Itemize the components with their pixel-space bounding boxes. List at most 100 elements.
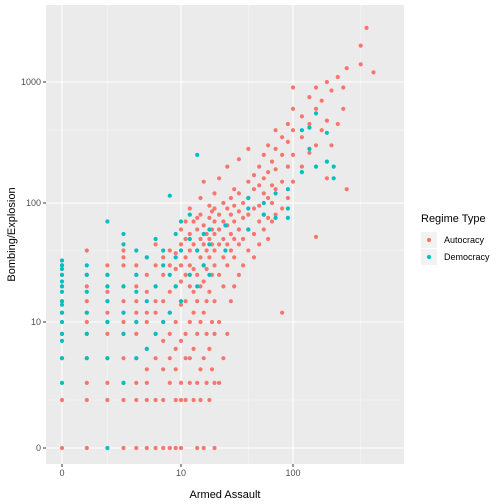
point-democracy <box>273 215 278 220</box>
point-autocracy <box>105 380 110 385</box>
point-autocracy <box>207 397 212 403</box>
point-autocracy <box>178 302 184 307</box>
point-autocracy <box>207 236 212 242</box>
point-autocracy <box>236 209 241 214</box>
point-autocracy <box>187 380 192 385</box>
point-autocracy <box>261 176 266 181</box>
point-autocracy <box>236 272 241 277</box>
point-autocracy <box>313 85 319 90</box>
point-autocracy <box>324 79 329 85</box>
point-autocracy <box>266 215 271 220</box>
point-autocracy <box>161 299 166 304</box>
point-democracy <box>105 219 110 224</box>
point-autocracy <box>84 380 89 385</box>
point-autocracy <box>191 242 196 247</box>
point-autocracy <box>173 367 178 372</box>
point-autocracy <box>232 219 237 224</box>
point-autocracy <box>221 284 226 289</box>
point-democracy <box>134 319 139 325</box>
point-democracy <box>84 356 89 361</box>
point-democracy <box>59 356 65 361</box>
point-democracy <box>59 380 65 385</box>
point-democracy <box>299 128 304 133</box>
point-autocracy <box>183 219 188 224</box>
point-autocracy <box>187 284 192 289</box>
point-autocracy <box>358 43 363 48</box>
point-autocracy <box>201 223 206 228</box>
point-autocracy <box>105 397 110 403</box>
point-autocracy <box>228 195 233 201</box>
point-autocracy <box>198 255 203 260</box>
point-autocracy <box>280 152 285 157</box>
point-autocracy <box>161 255 166 260</box>
point-democracy <box>285 206 290 211</box>
point-autocracy <box>167 248 172 253</box>
point-autocracy <box>290 128 296 133</box>
point-autocracy <box>290 85 296 90</box>
point-autocracy <box>273 146 278 151</box>
point-autocracy <box>134 380 139 385</box>
point-democracy <box>161 319 166 325</box>
point-autocracy <box>198 212 203 217</box>
point-autocracy <box>212 191 217 196</box>
y-tick-label: 0 <box>36 443 41 453</box>
point-autocracy <box>212 206 217 211</box>
point-democracy <box>246 206 251 211</box>
point-autocracy <box>201 279 206 284</box>
point-autocracy <box>285 139 290 144</box>
point-democracy <box>84 263 89 268</box>
point-autocracy <box>217 272 222 277</box>
point-autocracy <box>187 231 192 237</box>
point-autocracy <box>187 319 192 325</box>
point-democracy <box>59 289 65 294</box>
point-autocracy <box>212 248 217 253</box>
point-democracy <box>187 236 192 242</box>
point-autocracy <box>153 299 158 304</box>
point-autocracy <box>178 227 184 232</box>
point-democracy <box>59 258 65 263</box>
point-autocracy <box>167 331 172 336</box>
point-autocracy <box>167 380 172 385</box>
point-democracy <box>105 356 110 361</box>
point-democracy <box>167 193 172 198</box>
point-democracy <box>84 272 89 277</box>
point-autocracy <box>204 380 209 385</box>
point-autocracy <box>228 299 233 304</box>
point-democracy <box>207 227 212 232</box>
point-autocracy <box>153 397 158 403</box>
point-autocracy <box>84 284 89 289</box>
y-axis-title: Bombing/Explosion <box>6 187 18 281</box>
point-autocracy <box>251 231 257 237</box>
point-autocracy <box>221 255 226 260</box>
point-autocracy <box>173 346 178 351</box>
point-autocracy <box>236 191 241 196</box>
point-autocracy <box>319 98 324 103</box>
point-democracy <box>59 319 65 325</box>
point-autocracy <box>225 263 230 268</box>
point-democracy <box>178 299 184 304</box>
point-autocracy <box>335 74 340 80</box>
point-autocracy <box>153 242 158 247</box>
point-autocracy <box>324 118 329 123</box>
point-autocracy <box>84 319 89 325</box>
point-democracy <box>195 248 200 253</box>
point-autocracy <box>191 289 196 294</box>
point-autocracy <box>144 380 149 385</box>
point-democracy <box>121 331 126 336</box>
point-autocracy <box>183 236 188 242</box>
point-autocracy <box>191 397 196 403</box>
point-autocracy <box>232 255 237 260</box>
point-democracy <box>173 231 178 237</box>
point-autocracy <box>59 397 65 403</box>
point-autocracy <box>290 106 296 111</box>
point-autocracy <box>201 179 206 184</box>
point-autocracy <box>232 284 237 289</box>
point-democracy <box>121 242 126 247</box>
point-autocracy <box>167 445 172 451</box>
legend-label-autocracy: Autocracy <box>444 235 485 245</box>
point-autocracy <box>212 231 217 237</box>
point-autocracy <box>195 215 200 220</box>
point-autocracy <box>280 179 285 184</box>
y-tick-label: 1000 <box>21 77 41 87</box>
point-autocracy <box>121 248 126 253</box>
